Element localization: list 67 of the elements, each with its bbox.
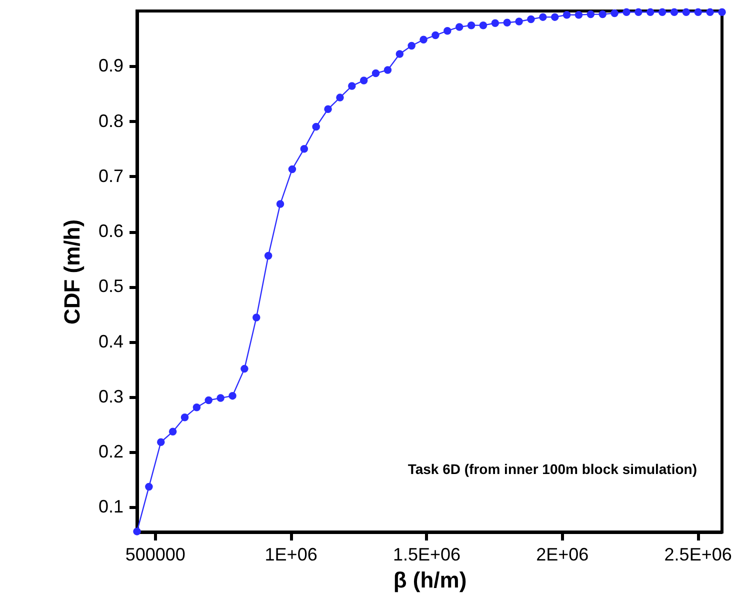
x-tick-label: 500000 — [125, 544, 186, 564]
y-tick-label: 0.2 — [98, 442, 124, 462]
point — [168, 428, 177, 436]
point — [192, 404, 201, 412]
y-axis-title: CDF (m/h) — [59, 219, 84, 325]
y-tick-label: 0.5 — [98, 276, 124, 296]
y-tick-label: 0.4 — [98, 331, 124, 352]
point — [420, 36, 428, 44]
y-tick-label: 0.6 — [98, 221, 124, 242]
point — [372, 69, 380, 78]
point — [610, 9, 618, 18]
x-tick-label: 2E+06 — [536, 544, 589, 564]
point — [133, 528, 141, 536]
annotation: Task 6D (from inner 100m block simulation) — [408, 461, 697, 477]
point — [276, 200, 284, 208]
point — [550, 13, 559, 21]
point — [300, 144, 308, 153]
point — [157, 438, 165, 446]
y-tick-label: 0.3 — [98, 386, 124, 406]
point — [527, 15, 535, 24]
point — [539, 13, 547, 21]
point — [682, 8, 690, 16]
x-tick-label: 1E+06 — [264, 544, 318, 564]
point — [670, 8, 678, 16]
point — [455, 23, 464, 31]
point — [444, 26, 452, 35]
point — [264, 252, 272, 260]
point — [634, 8, 642, 16]
y-tick-label: 0.7 — [98, 166, 124, 186]
point — [384, 66, 392, 74]
point — [408, 42, 416, 50]
point — [180, 413, 189, 422]
point — [467, 21, 476, 30]
point — [503, 18, 511, 26]
point — [718, 8, 726, 16]
point — [228, 392, 236, 400]
point — [658, 8, 666, 16]
point — [491, 19, 500, 27]
point — [646, 8, 654, 16]
point — [145, 482, 153, 491]
point — [694, 8, 702, 16]
point — [479, 21, 488, 30]
point — [562, 10, 571, 19]
x-tick-label: 2.5E+06 — [664, 544, 732, 564]
y-tick-label: 0.1 — [98, 496, 124, 517]
y-tick-label: 0.8 — [98, 110, 124, 131]
point — [598, 10, 606, 18]
point — [336, 94, 344, 102]
x-axis-title: β (h/m) — [393, 568, 467, 592]
point — [360, 76, 368, 84]
point — [574, 10, 583, 19]
point — [240, 364, 248, 373]
point — [706, 8, 714, 16]
point — [622, 8, 630, 16]
point — [515, 18, 523, 26]
point — [324, 105, 332, 113]
x-tick-label: 1.5E+06 — [392, 544, 461, 564]
point — [204, 396, 213, 404]
point — [288, 165, 296, 174]
point — [216, 394, 224, 402]
point — [312, 122, 320, 131]
point — [396, 50, 404, 58]
point — [586, 10, 595, 18]
point — [252, 314, 260, 322]
y-tick-label: 0.9 — [98, 56, 124, 76]
point — [348, 82, 356, 90]
point — [432, 31, 440, 40]
